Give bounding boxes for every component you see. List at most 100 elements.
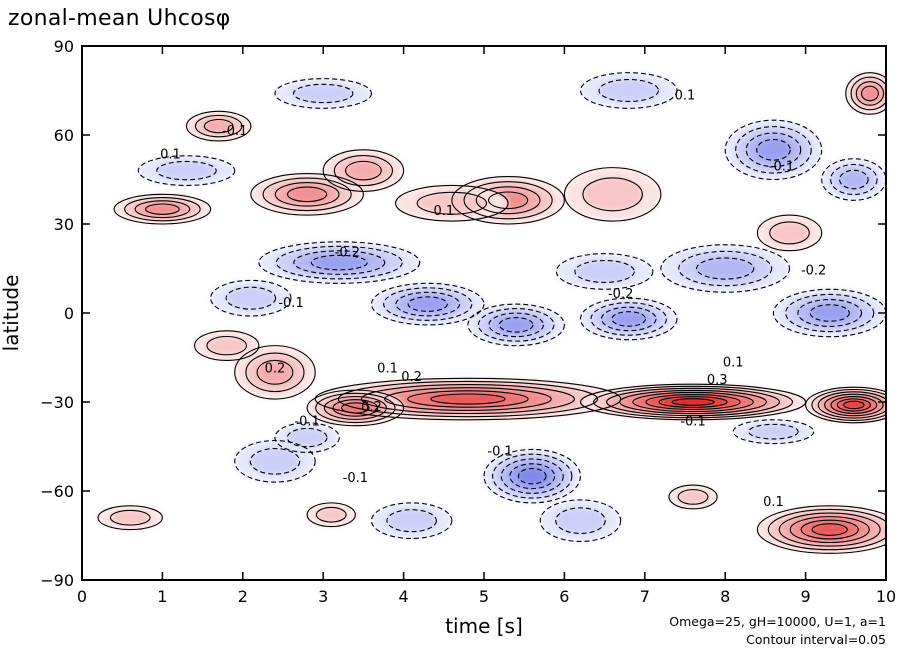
contour-line: [845, 72, 886, 115]
contour-line: [579, 297, 678, 341]
contour-line: [467, 303, 565, 347]
contour-line: [660, 244, 791, 293]
contour-line: [134, 200, 191, 219]
contour-label: -0.2: [608, 287, 633, 302]
y-axis-label: latitude: [0, 275, 23, 352]
contour-line: [463, 181, 553, 220]
contour-line: [509, 463, 556, 490]
contour-line: [113, 193, 212, 225]
contour-line: [668, 484, 718, 510]
contour-line: [310, 254, 368, 271]
contour-label: 0.1: [377, 361, 398, 376]
negative-anomaly-patch: [696, 257, 754, 280]
contour-label: -0.1: [278, 296, 303, 311]
contour-line: [487, 191, 529, 210]
contour-line: [225, 286, 277, 310]
x-tick-label: 8: [720, 587, 730, 606]
contour-line: [137, 155, 236, 186]
contour-label: -0.2: [801, 263, 826, 278]
positive-anomaly-patch: [843, 401, 864, 409]
positive-anomaly-patch: [678, 489, 708, 505]
contour-line: [745, 132, 802, 168]
x-tick-label: 9: [801, 587, 811, 606]
contour-line: [370, 502, 453, 540]
contour-line: [145, 203, 180, 215]
contour-line: [360, 384, 575, 415]
x-tick-label: 3: [318, 587, 328, 606]
negative-anomaly-patch: [499, 317, 533, 333]
contour-line: [658, 396, 728, 408]
x-tick-label: 6: [559, 587, 569, 606]
contour-line: [817, 391, 886, 419]
contour-line: [395, 184, 509, 222]
contour-label: 0.1: [763, 495, 784, 510]
positive-anomaly-patch: [672, 398, 714, 406]
parameter-annotation: Omega=25, gH=10000, U=1, a=1: [669, 614, 886, 629]
negative-anomaly-patch: [311, 255, 368, 270]
contour-line: [250, 173, 364, 216]
contour-line: [778, 512, 881, 547]
contour-line: [322, 149, 405, 192]
contour-line: [645, 393, 741, 411]
contour-line: [234, 345, 316, 400]
y-tick-label: −30: [40, 393, 74, 412]
contour-line: [593, 385, 794, 419]
contour-label: -0.1: [769, 160, 794, 175]
contour-line: [293, 250, 386, 275]
contour-line: [337, 380, 599, 418]
positive-anomaly-patch: [204, 119, 233, 133]
contour-line: [724, 119, 823, 181]
contour-line: [286, 186, 328, 203]
x-tick-label: 0: [77, 587, 87, 606]
contour-line: [555, 507, 606, 534]
contour-line: [315, 392, 396, 424]
contour-line: [384, 387, 552, 411]
contour-line: [386, 509, 437, 533]
x-tick-label: 1: [157, 587, 167, 606]
contour-line: [249, 448, 301, 475]
positive-anomaly-patch: [345, 161, 382, 180]
x-tick-label: 4: [399, 587, 409, 606]
contour-line: [732, 419, 815, 445]
contour-line: [789, 516, 870, 544]
positive-anomaly-patch: [769, 221, 810, 244]
contour-line: [430, 393, 506, 405]
contour-label: -0.2: [335, 246, 360, 261]
positive-anomaly-patch: [861, 86, 879, 101]
y-tick-label: 60: [54, 126, 74, 145]
contour-label: 0.1: [160, 148, 181, 163]
contour-line: [769, 221, 810, 245]
negative-anomaly-patch: [555, 507, 606, 534]
contour-label: 0.1: [675, 88, 696, 103]
contour-label: 0.2: [265, 361, 286, 376]
contour-line: [830, 395, 878, 414]
contour-label: 0.2: [361, 400, 382, 415]
contour-line: [800, 519, 859, 540]
contour-line: [407, 390, 529, 408]
contour-interval-annotation: Contour interval=0.05: [746, 632, 886, 647]
contour-line: [124, 197, 201, 222]
contour-line: [860, 85, 879, 102]
contour-line: [194, 114, 243, 138]
contour-line: [838, 169, 869, 190]
negative-anomaly-patch: [287, 428, 327, 447]
positive-anomaly-patch: [257, 360, 293, 385]
x-tick-label: 7: [640, 587, 650, 606]
negative-anomaly-patch: [574, 260, 635, 283]
contour-line: [850, 76, 886, 111]
contour-line: [611, 311, 647, 327]
contour-line: [185, 110, 252, 142]
x-tick-label: 5: [479, 587, 489, 606]
y-tick-label: −60: [40, 482, 74, 501]
positive-anomaly-patch: [316, 507, 347, 523]
contour-label: -0.1: [294, 415, 319, 430]
negative-anomaly-patch: [156, 161, 217, 180]
x-axis: 0 1 2 3 4 5 6 7 8 9 10: [77, 46, 896, 606]
contour-line: [306, 502, 356, 528]
contour-line: [563, 167, 662, 222]
contour-label: -0.1: [680, 415, 705, 430]
positive-anomaly-patch: [812, 523, 848, 536]
contour-line: [678, 250, 773, 287]
contour-line: [811, 388, 886, 421]
contour-line: [579, 72, 678, 109]
